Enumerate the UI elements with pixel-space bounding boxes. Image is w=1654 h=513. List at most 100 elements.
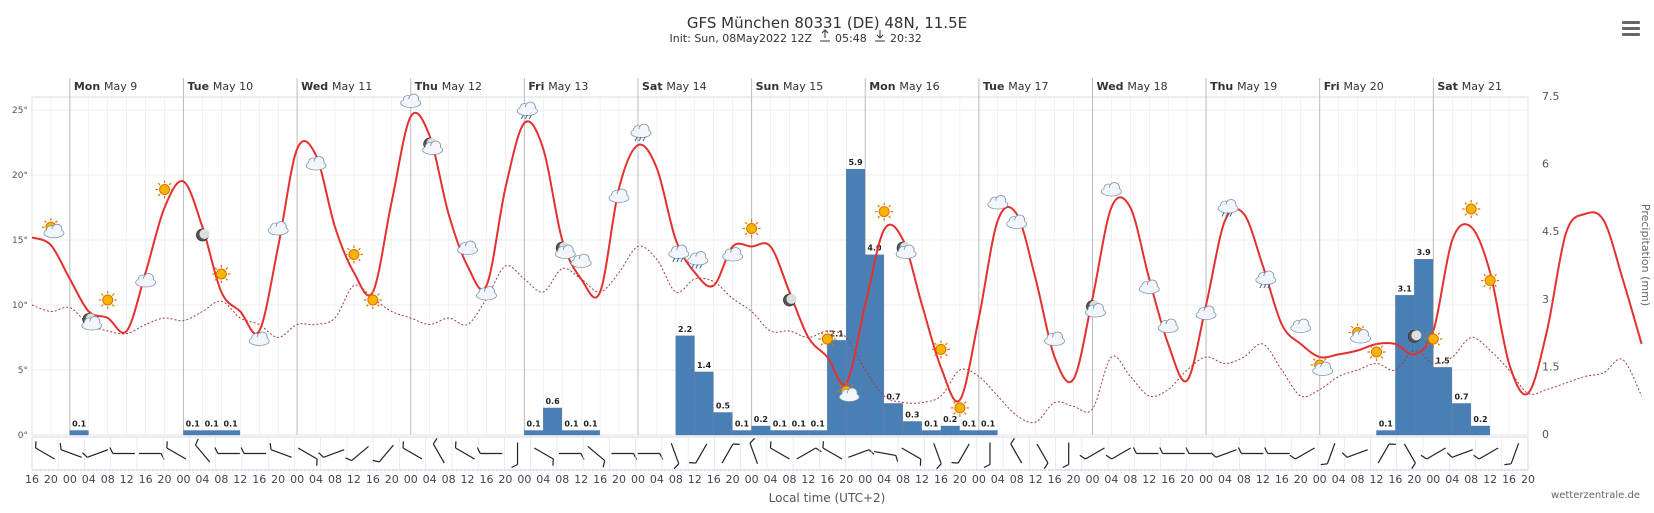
precip-label: 0.1 (205, 419, 220, 428)
day-label: Sat May 14 (642, 80, 707, 93)
weather-rain-cloud-icon (630, 123, 652, 142)
hour-tick-label: 20 (271, 473, 285, 486)
precip-bar (884, 403, 903, 436)
hour-tick-label: 04 (309, 473, 323, 486)
precip-label: 5.9 (848, 158, 863, 167)
hour-tick-label: 00 (404, 473, 418, 486)
weather-sun-icon (1424, 330, 1443, 348)
y-tick-left: 15° (12, 236, 28, 246)
wind-barb-icon (689, 443, 708, 464)
hour-tick-label: 08 (101, 473, 115, 486)
precip-bar (1452, 403, 1471, 436)
hour-tick-label: 12 (1370, 473, 1384, 486)
wind-barb-icon (139, 452, 165, 460)
weather-moon-cloud-icon (81, 313, 103, 331)
precip-label: 0.1 (962, 419, 977, 428)
hour-tick-label: 00 (631, 473, 645, 486)
y-tick-left: 0° (18, 431, 28, 441)
x-axis-label: Local time (UTC+2) (769, 491, 886, 505)
wind-barb-icon (1473, 447, 1499, 460)
menu-icon[interactable] (1622, 18, 1640, 39)
weather-cloud-icon (987, 195, 1009, 210)
wind-barb-icon (59, 443, 82, 458)
precip-label: 0.1 (224, 419, 239, 428)
y-tick-right: 7.5 (1542, 90, 1560, 103)
precip-label: 0.7 (1454, 392, 1468, 401)
dewpoint-line (31, 245, 1643, 424)
precip-bar (940, 425, 960, 436)
y-tick-left: 20° (12, 171, 28, 181)
precip-bar (921, 430, 941, 436)
wind-barb-icon (1105, 447, 1132, 460)
sunrise-icon (820, 29, 830, 42)
hour-tick-label: 04 (650, 473, 664, 486)
precip-label: 0.1 (527, 419, 542, 428)
weather-sun-icon (818, 330, 837, 348)
weather-cloud-icon (1006, 214, 1028, 229)
day-label: Tue May 10 (187, 80, 253, 93)
precip-label: 2.1 (830, 329, 845, 338)
y-tick-left: 5° (18, 366, 28, 376)
y-tick-left: 25° (12, 106, 28, 116)
wind-barb-icon (402, 441, 423, 460)
wind-barb-icon (1264, 447, 1290, 455)
wind-barb-icon (769, 441, 790, 460)
wind-barb-icon (951, 443, 970, 464)
hour-tick-label: 08 (1351, 473, 1365, 486)
hour-tick-label: 16 (252, 473, 266, 486)
day-label: Mon May 16 (869, 80, 939, 93)
init-line: Init: Sun, 08May2022 12Z 05:48 20:32 (670, 29, 922, 45)
weather-sun-icon (1481, 271, 1500, 290)
wind-barb-icon (587, 445, 606, 468)
weather-rain-cloud-icon (687, 251, 709, 269)
wind-barb-icon (1341, 449, 1368, 458)
precip-label: 2.2 (678, 325, 692, 334)
hour-tick-label: 00 (972, 473, 986, 486)
weather-cloud-icon (1100, 182, 1122, 197)
weather-sun-icon (742, 219, 761, 238)
credit-text: wetterzentrale.de (1551, 490, 1640, 501)
hour-tick-label: 08 (555, 473, 569, 486)
hour-tick-label: 00 (745, 473, 759, 486)
wind-barb-icon (1403, 443, 1416, 469)
hour-tick-label: 16 (707, 473, 721, 486)
hour-tick-label: 20 (953, 473, 967, 486)
weather-moon-cloud-icon (554, 241, 576, 259)
hour-tick-label: 00 (858, 473, 872, 486)
day-label: Sun May 15 (756, 80, 824, 93)
wind-barb-icon (109, 447, 135, 455)
sunrise-time: 05:48 (835, 32, 867, 45)
wind-barb-icon (318, 449, 345, 458)
hour-tick-label: 04 (82, 473, 96, 486)
hour-tick-label: 20 (1294, 473, 1308, 486)
wind-barb-icon (432, 438, 445, 464)
weather-cloud-icon (1044, 331, 1065, 346)
precip-bar (902, 421, 922, 436)
wind-barb-icon (1377, 443, 1396, 464)
hour-tick-label: 08 (1010, 473, 1024, 486)
hour-tick-label: 12 (801, 473, 815, 486)
wind-barb-icon (1132, 447, 1159, 455)
weather-moon-cloud-icon (895, 241, 917, 259)
precip-label: 0.1 (564, 419, 579, 428)
wind-barb-icon (611, 452, 638, 460)
hour-tick-label: 04 (1332, 473, 1346, 486)
hour-tick-label: 00 (1085, 473, 1099, 486)
wind-barb-icon (372, 444, 394, 463)
weather-cloud-icon (570, 253, 592, 268)
wind-barb-icon (297, 447, 318, 466)
hour-tick-label: 16 (479, 473, 493, 486)
y-tick-right: 6 (1542, 158, 1549, 171)
hour-tick-label: 16 (1161, 473, 1175, 486)
hour-tick-label: 16 (820, 473, 834, 486)
hour-tick-label: 20 (158, 473, 172, 486)
precip-bar (713, 412, 733, 436)
wind-barb-icon (166, 441, 187, 460)
hour-tick-label: 20 (1067, 473, 1081, 486)
precip-bar (959, 430, 979, 436)
day-label: Fri May 13 (528, 80, 588, 93)
hour-tick-label: 16 (25, 473, 39, 486)
hour-tick-label: 20 (612, 473, 626, 486)
weather-sun-icon (1367, 343, 1386, 361)
